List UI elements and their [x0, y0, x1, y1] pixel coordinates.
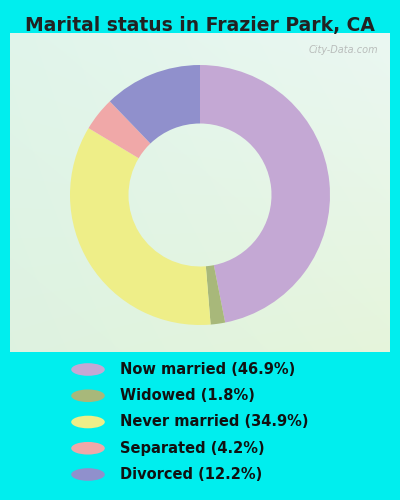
Text: Never married (34.9%): Never married (34.9%) — [120, 414, 308, 430]
Circle shape — [71, 390, 105, 402]
Text: Separated (4.2%): Separated (4.2%) — [120, 441, 265, 456]
Text: City-Data.com: City-Data.com — [309, 46, 378, 56]
Circle shape — [71, 468, 105, 481]
Circle shape — [71, 363, 105, 376]
Text: Widowed (1.8%): Widowed (1.8%) — [120, 388, 255, 403]
Circle shape — [71, 442, 105, 454]
Wedge shape — [110, 65, 200, 144]
Wedge shape — [200, 65, 330, 322]
Wedge shape — [88, 102, 150, 158]
Wedge shape — [70, 128, 211, 325]
Text: Marital status in Frazier Park, CA: Marital status in Frazier Park, CA — [25, 16, 375, 35]
Wedge shape — [206, 265, 225, 324]
Text: Divorced (12.2%): Divorced (12.2%) — [120, 467, 262, 482]
Circle shape — [71, 416, 105, 428]
Text: Now married (46.9%): Now married (46.9%) — [120, 362, 295, 377]
